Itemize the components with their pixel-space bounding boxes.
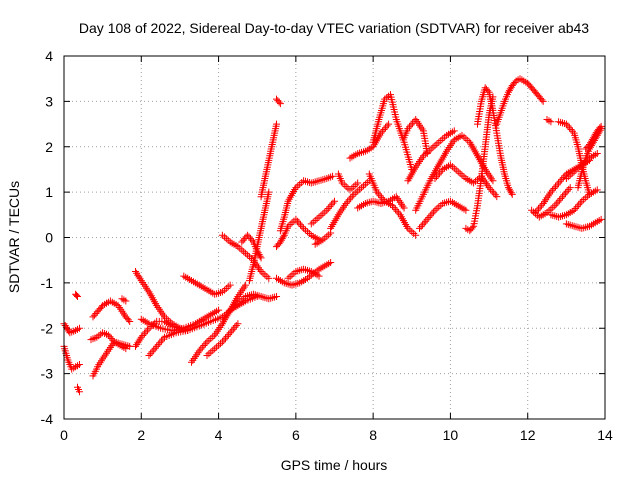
series-track-20 bbox=[257, 120, 281, 201]
y-tick-labels: -4 -3 -2 -1 0 1 2 3 4 bbox=[41, 48, 54, 427]
series-track-17 bbox=[226, 290, 281, 314]
series-track-38 bbox=[431, 161, 501, 201]
series-track-25 bbox=[284, 265, 323, 282]
point-markers bbox=[416, 197, 470, 232]
series-track-15 bbox=[203, 320, 242, 359]
point-markers bbox=[311, 229, 335, 248]
series-track-08 bbox=[118, 295, 130, 305]
series-track-04 bbox=[72, 290, 82, 300]
x-tick-label: 0 bbox=[60, 427, 68, 443]
point-markers bbox=[180, 272, 234, 298]
series-track-23 bbox=[273, 215, 323, 251]
x-tick-label: 14 bbox=[597, 427, 613, 443]
point-markers bbox=[226, 290, 281, 314]
point-markers bbox=[334, 170, 362, 194]
y-tick-label: -3 bbox=[41, 366, 54, 382]
series-track-44 bbox=[547, 186, 601, 221]
series-track-28 bbox=[327, 177, 373, 232]
series-track-29 bbox=[334, 170, 362, 194]
point-markers bbox=[547, 186, 601, 221]
point-markers bbox=[276, 172, 337, 235]
series-track-27 bbox=[311, 229, 335, 248]
y-tick-label: 0 bbox=[45, 230, 53, 246]
series-track-32 bbox=[365, 170, 420, 239]
point-markers bbox=[346, 120, 393, 162]
plot-frame bbox=[63, 55, 606, 420]
x-tick-labels: 0 2 4 6 8 10 12 14 bbox=[60, 427, 613, 443]
series-track-13 bbox=[180, 272, 234, 298]
grid-lines bbox=[64, 56, 605, 419]
series-track-34 bbox=[400, 116, 431, 158]
series-track-47 bbox=[562, 150, 601, 182]
point-markers bbox=[543, 116, 555, 126]
point-markers bbox=[72, 290, 82, 300]
series-track-21 bbox=[273, 95, 284, 108]
y-tick-label: 2 bbox=[45, 139, 53, 155]
point-markers bbox=[307, 197, 338, 228]
data-points bbox=[60, 75, 605, 396]
point-markers bbox=[218, 231, 273, 282]
point-markers bbox=[273, 215, 323, 251]
series-track-33 bbox=[369, 91, 416, 173]
series-track-07 bbox=[89, 297, 134, 325]
point-markers bbox=[431, 161, 501, 201]
point-markers bbox=[203, 320, 242, 359]
point-markers bbox=[137, 306, 223, 334]
y-tick-label: 4 bbox=[45, 48, 53, 64]
series-track-06 bbox=[87, 329, 130, 353]
y-tick-label: 1 bbox=[45, 184, 53, 200]
x-tick-label: 10 bbox=[443, 427, 459, 443]
series-track-16 bbox=[218, 231, 273, 282]
point-markers bbox=[493, 75, 547, 128]
point-markers bbox=[284, 265, 323, 282]
x-tick-label: 2 bbox=[137, 427, 145, 443]
point-markers bbox=[246, 188, 273, 285]
series-track-49 bbox=[582, 122, 605, 153]
x-tick-label: 4 bbox=[215, 427, 223, 443]
series-track-40 bbox=[474, 84, 516, 198]
series-track-19 bbox=[246, 188, 273, 285]
x-axis-label: GPS time / hours bbox=[281, 457, 388, 473]
point-markers bbox=[118, 295, 130, 305]
series-track-37 bbox=[416, 197, 470, 232]
x-tick-label: 12 bbox=[520, 427, 536, 443]
point-markers bbox=[562, 215, 605, 232]
series-track-30 bbox=[346, 120, 393, 162]
y-tick-label: 3 bbox=[45, 93, 53, 109]
series-track-43 bbox=[528, 184, 574, 221]
point-markers bbox=[273, 95, 284, 108]
series-track-11 bbox=[137, 306, 223, 334]
series-track-48 bbox=[562, 215, 605, 232]
point-markers bbox=[365, 170, 420, 239]
x-tick-label: 8 bbox=[369, 427, 377, 443]
point-markers bbox=[87, 329, 130, 353]
point-markers bbox=[412, 131, 497, 214]
point-markers bbox=[74, 383, 83, 396]
point-markers bbox=[562, 150, 601, 182]
point-markers bbox=[582, 122, 605, 153]
series-track-36 bbox=[412, 131, 497, 214]
series-track-26 bbox=[307, 197, 338, 228]
point-markers bbox=[404, 127, 458, 185]
point-markers bbox=[400, 116, 431, 158]
series-track-41 bbox=[493, 75, 547, 128]
point-markers bbox=[528, 184, 574, 221]
x-tick-label: 6 bbox=[292, 427, 300, 443]
point-markers bbox=[369, 91, 416, 173]
point-markers bbox=[257, 120, 281, 201]
y-tick-label: -4 bbox=[41, 411, 54, 427]
y-tick-label: -1 bbox=[41, 275, 54, 291]
series-track-03 bbox=[74, 383, 83, 396]
y-axis-label: SDTVAR / TECUs bbox=[6, 181, 22, 293]
point-markers bbox=[327, 177, 373, 232]
series-track-35 bbox=[404, 127, 458, 185]
chart-title: Day 108 of 2022, Sidereal Day-to-day VTE… bbox=[79, 20, 589, 36]
point-markers bbox=[89, 297, 134, 325]
y-tick-label: -2 bbox=[41, 320, 54, 336]
point-markers bbox=[474, 84, 516, 198]
series-track-24 bbox=[276, 172, 337, 235]
series-track-50 bbox=[543, 116, 555, 126]
